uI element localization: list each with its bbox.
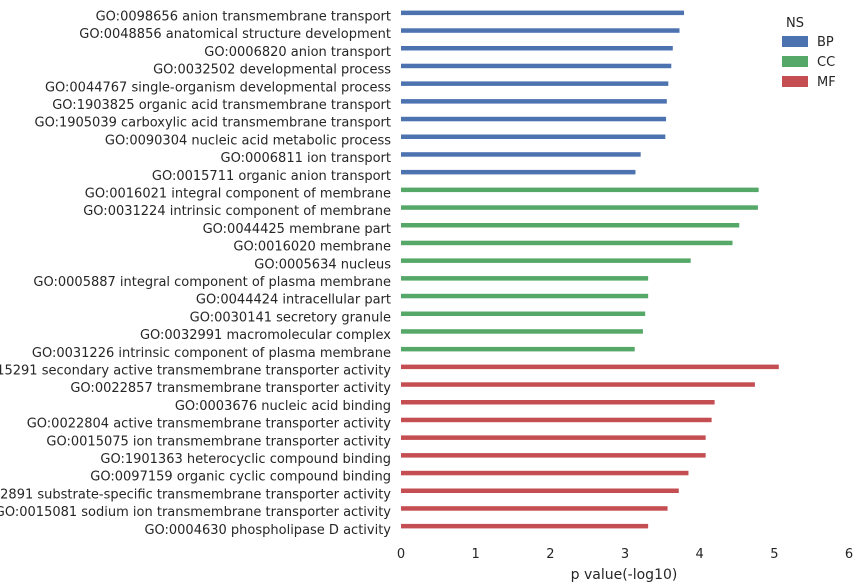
x-tick-label: 1 xyxy=(472,547,480,562)
bar-cc-18 xyxy=(401,329,643,334)
bar-mf-28 xyxy=(401,506,668,511)
bar-bp-5 xyxy=(401,99,667,104)
bar-cc-12 xyxy=(401,223,740,228)
y-tick-label: GO:0006811 ion transport xyxy=(221,151,392,166)
bar-mf-20 xyxy=(401,364,779,370)
bar-bp-1 xyxy=(401,28,680,33)
y-tick-label: GO:0044767 single-organism developmental… xyxy=(45,80,391,95)
bar-cc-16 xyxy=(401,293,649,299)
legend-swatch-cc xyxy=(782,56,808,67)
y-tick-label: GO:1903825 organic acid transmembrane tr… xyxy=(52,98,391,113)
y-tick-label: GO:0098656 anion transmembrane transport xyxy=(96,10,391,25)
y-tick-label: GO:0022804 active transmembrane transpor… xyxy=(27,417,392,432)
bar-cc-13 xyxy=(401,240,733,246)
x-tick-label: 4 xyxy=(696,547,704,562)
x-axis-label: p value(-log10) xyxy=(571,567,678,583)
y-tick-label: GO:0044424 intracellular part xyxy=(196,293,391,308)
bar-mf-21 xyxy=(401,382,755,387)
bar-bp-9 xyxy=(401,169,636,175)
y-tick-label: GO:1901363 heterocyclic compound binding xyxy=(100,452,391,467)
bar-mf-29 xyxy=(401,523,649,529)
y-tick-label: GO:0044425 membrane part xyxy=(203,222,391,237)
y-tick-label: GO:0016021 integral component of membran… xyxy=(85,187,391,202)
y-tick-label: GO:0031226 intrinsic component of plasma… xyxy=(32,346,391,361)
bar-cc-14 xyxy=(401,258,691,263)
legend-label-mf: MF xyxy=(817,75,836,90)
bar-cc-17 xyxy=(401,311,646,316)
bar-mf-24 xyxy=(401,435,706,440)
legend-swatch-bp xyxy=(782,36,808,47)
y-tick-label: GO:0030141 secretory granule xyxy=(190,310,391,325)
y-tick-label: GO:0015291 secondary active transmembran… xyxy=(0,364,391,379)
bar-bp-6 xyxy=(401,116,667,122)
x-tick-label: 2 xyxy=(546,547,554,562)
y-tick-label: GO:0015075 ion transmembrane transporter… xyxy=(46,434,391,449)
legend-label-bp: BP xyxy=(817,35,834,50)
bar-bp-0 xyxy=(401,10,684,16)
x-tick-labels: 0 1 2 3 4 5 6 xyxy=(397,547,853,562)
y-tick-label: GO:0022891 substrate-specific transmembr… xyxy=(0,487,391,502)
legend-swatch-mf xyxy=(782,76,808,87)
bar-bp-8 xyxy=(401,152,641,157)
y-tick-label: GO:0090304 nucleic acid metabolic proces… xyxy=(105,133,391,148)
bar-mf-25 xyxy=(401,453,706,458)
y-tick-label: GO:0005887 integral component of plasma … xyxy=(33,275,391,290)
bar-cc-11 xyxy=(401,205,758,210)
bar-cc-19 xyxy=(401,346,635,352)
y-tick-label: GO:0015081 sodium ion transmembrane tran… xyxy=(0,505,391,520)
y-tick-label: GO:0006820 anion transport xyxy=(204,45,391,60)
bars-group xyxy=(401,10,779,529)
bar-cc-15 xyxy=(401,276,649,281)
y-tick-label: GO:0032502 developmental process xyxy=(153,63,391,78)
x-tick-label: 0 xyxy=(397,547,405,562)
x-tick-label: 3 xyxy=(621,547,629,562)
bar-bp-2 xyxy=(401,46,673,51)
y-tick-labels: GO:0098656 anion transmembrane transport… xyxy=(0,10,391,538)
bar-bp-3 xyxy=(401,63,672,69)
y-tick-label: GO:0032991 macromolecular complex xyxy=(140,328,391,343)
y-tick-label: GO:0048856 anatomical structure developm… xyxy=(79,27,391,42)
y-tick-label: GO:0031224 intrinsic component of membra… xyxy=(83,204,391,219)
y-tick-label: GO:0022857 transmembrane transporter act… xyxy=(70,381,391,396)
legend-title: NS xyxy=(786,16,804,31)
bar-mf-26 xyxy=(401,470,689,476)
bar-mf-23 xyxy=(401,417,712,423)
x-tick-label: 5 xyxy=(770,547,778,562)
bar-bp-4 xyxy=(401,81,669,86)
y-tick-label: GO:0005634 nucleus xyxy=(254,257,391,272)
legend-label-cc: CC xyxy=(817,55,835,70)
bar-mf-22 xyxy=(401,400,715,405)
y-tick-label: GO:0097159 organic cyclic compound bindi… xyxy=(90,470,391,485)
bar-cc-10 xyxy=(401,187,759,193)
y-tick-label: GO:1905039 carboxylic acid transmembrane… xyxy=(35,116,392,131)
x-tick-label: 6 xyxy=(845,547,853,562)
legend: NS BP CC MF xyxy=(782,16,836,90)
bar-bp-7 xyxy=(401,134,666,139)
y-tick-label: GO:0004630 phospholipase D activity xyxy=(144,523,391,538)
bar-mf-27 xyxy=(401,488,679,493)
y-tick-label: GO:0016020 membrane xyxy=(233,240,391,255)
y-tick-label: GO:0015711 organic anion transport xyxy=(152,169,391,184)
y-tick-label: GO:0003676 nucleic acid binding xyxy=(175,399,391,414)
